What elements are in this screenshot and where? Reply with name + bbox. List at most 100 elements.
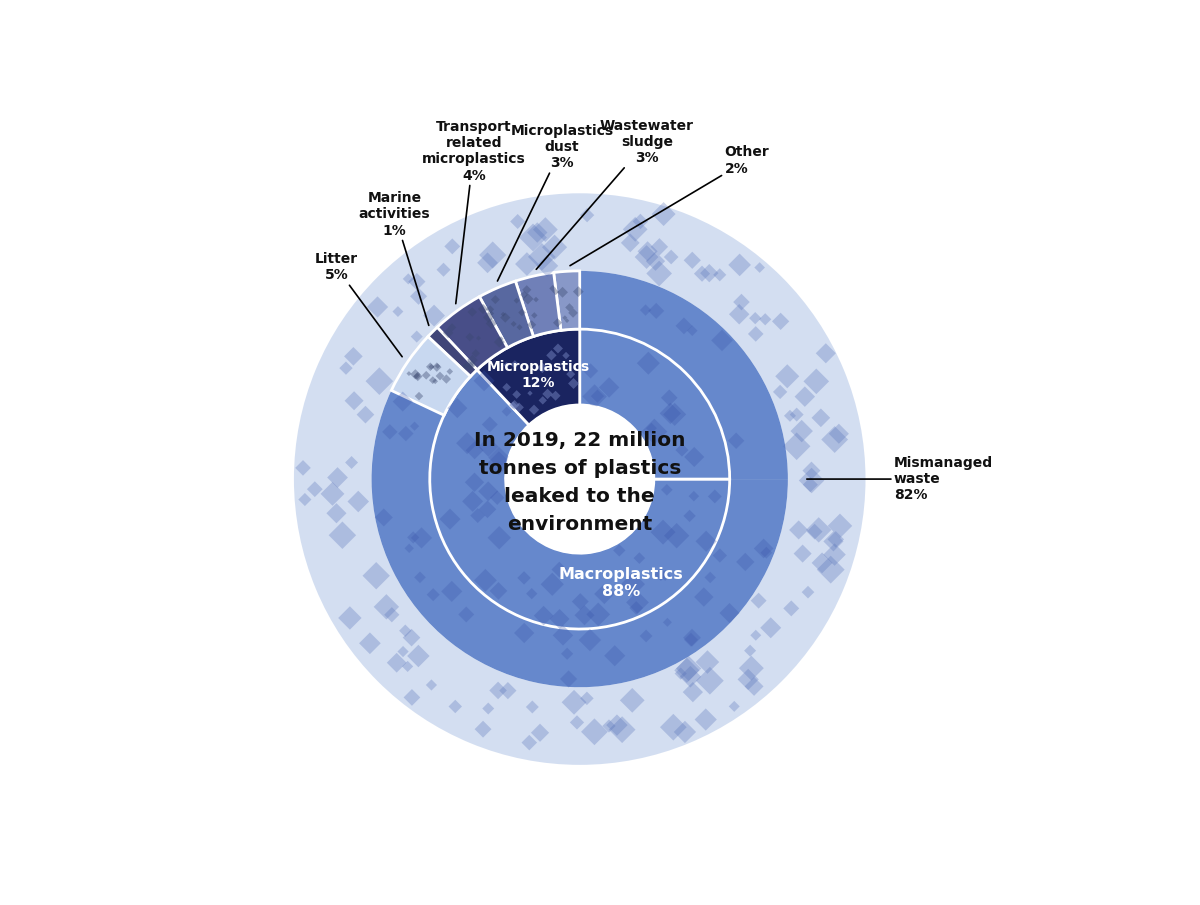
Polygon shape [604, 645, 625, 666]
Text: Microplastics
dust
3%: Microplastics dust 3% [498, 124, 613, 281]
Polygon shape [359, 633, 380, 654]
Polygon shape [424, 305, 445, 327]
Polygon shape [382, 424, 397, 440]
Polygon shape [661, 389, 678, 406]
Polygon shape [572, 286, 583, 297]
Polygon shape [516, 324, 522, 330]
Polygon shape [566, 369, 575, 378]
Polygon shape [344, 347, 362, 366]
Polygon shape [648, 303, 665, 319]
Polygon shape [550, 285, 556, 292]
Polygon shape [532, 312, 538, 319]
Polygon shape [432, 378, 438, 384]
Polygon shape [660, 403, 682, 424]
Polygon shape [384, 607, 400, 623]
Polygon shape [462, 363, 469, 370]
Polygon shape [581, 719, 608, 745]
Polygon shape [565, 303, 574, 311]
Polygon shape [720, 603, 739, 623]
Polygon shape [736, 553, 755, 571]
Polygon shape [422, 371, 431, 379]
Polygon shape [392, 306, 403, 317]
Polygon shape [761, 617, 781, 638]
Polygon shape [606, 714, 628, 736]
Polygon shape [468, 360, 476, 369]
Polygon shape [828, 531, 844, 548]
Polygon shape [683, 682, 703, 702]
Polygon shape [676, 443, 689, 457]
Wedge shape [580, 271, 788, 479]
Polygon shape [750, 630, 761, 641]
Polygon shape [647, 261, 672, 286]
Polygon shape [661, 484, 673, 496]
Polygon shape [637, 242, 658, 262]
Polygon shape [804, 368, 829, 395]
Polygon shape [464, 472, 484, 492]
Polygon shape [738, 669, 758, 690]
Polygon shape [754, 538, 774, 558]
Polygon shape [637, 352, 660, 375]
Polygon shape [434, 363, 440, 368]
Polygon shape [386, 653, 407, 672]
Polygon shape [472, 349, 480, 357]
Text: In 2019, 22 million
tonnes of plastics
leaked to the
environment: In 2019, 22 million tonnes of plastics l… [474, 431, 685, 534]
Polygon shape [568, 378, 580, 389]
Polygon shape [320, 481, 344, 506]
Polygon shape [514, 298, 520, 303]
Polygon shape [338, 606, 361, 630]
Polygon shape [594, 584, 614, 605]
Polygon shape [684, 447, 704, 467]
Polygon shape [439, 509, 461, 529]
Polygon shape [728, 304, 750, 325]
Polygon shape [407, 644, 430, 667]
Polygon shape [415, 392, 424, 400]
Polygon shape [426, 680, 437, 691]
Polygon shape [463, 360, 474, 371]
Polygon shape [749, 312, 761, 324]
Polygon shape [536, 255, 558, 277]
Polygon shape [410, 528, 432, 548]
Polygon shape [404, 544, 414, 553]
Polygon shape [772, 313, 790, 330]
Polygon shape [551, 391, 560, 401]
Polygon shape [650, 238, 668, 255]
Polygon shape [514, 623, 534, 643]
Polygon shape [398, 426, 414, 442]
Polygon shape [562, 690, 587, 715]
Polygon shape [704, 572, 716, 583]
Polygon shape [520, 224, 547, 252]
Polygon shape [410, 422, 419, 431]
Polygon shape [620, 572, 646, 596]
Polygon shape [528, 243, 556, 271]
Polygon shape [793, 545, 811, 563]
Polygon shape [803, 462, 821, 480]
Polygon shape [563, 315, 568, 320]
Polygon shape [553, 344, 563, 354]
Text: Wastewater
sludge
3%: Wastewater sludge 3% [536, 119, 694, 270]
Polygon shape [509, 402, 517, 409]
Polygon shape [590, 389, 604, 403]
Polygon shape [623, 217, 648, 242]
Polygon shape [794, 386, 815, 407]
Polygon shape [751, 593, 767, 609]
Polygon shape [700, 264, 719, 282]
Polygon shape [728, 700, 739, 712]
Polygon shape [582, 385, 607, 409]
Polygon shape [407, 531, 419, 544]
Polygon shape [328, 467, 348, 488]
Polygon shape [811, 552, 833, 574]
Polygon shape [803, 477, 818, 492]
Polygon shape [806, 517, 832, 543]
Polygon shape [745, 677, 763, 696]
Polygon shape [828, 514, 852, 538]
Polygon shape [660, 570, 671, 581]
Text: Microplastics
12%: Microplastics 12% [487, 360, 590, 390]
Polygon shape [817, 556, 845, 584]
Polygon shape [542, 388, 553, 399]
Polygon shape [816, 343, 836, 363]
Polygon shape [467, 355, 478, 366]
Polygon shape [694, 265, 710, 281]
Polygon shape [674, 658, 700, 683]
Polygon shape [432, 362, 442, 372]
Polygon shape [683, 510, 696, 522]
